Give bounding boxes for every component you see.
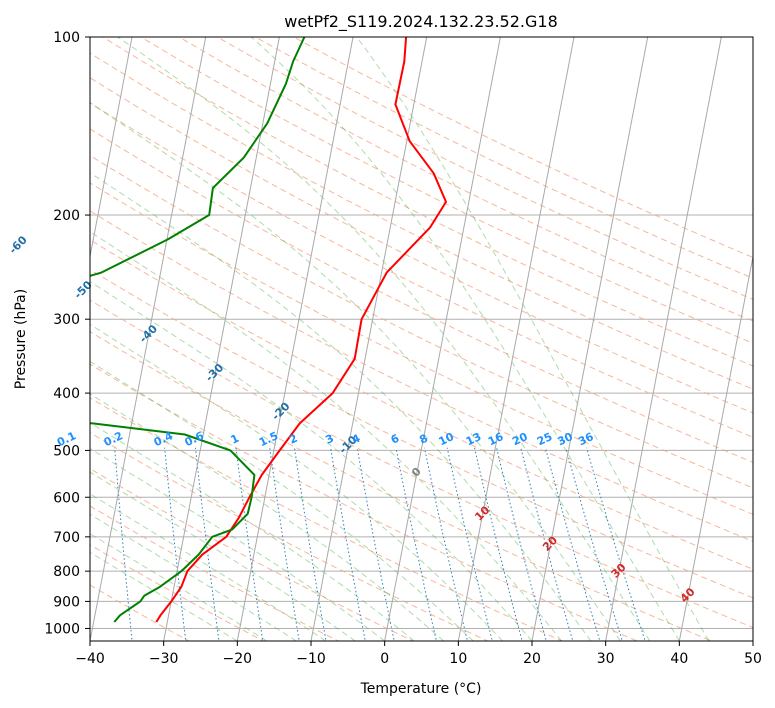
x-tick-label: −10 [296,651,326,667]
isotherm-line [236,37,354,641]
x-axis-title: Temperature (°C) [360,681,482,697]
dry-adiabat [90,432,489,641]
x-tick-label: −20 [223,651,253,667]
moist-adiabat-layer [90,37,710,641]
y-tick-label: 500 [53,443,80,459]
y-tick-label: 600 [53,490,80,506]
isotherm-line [678,253,753,641]
dry-adiabat [90,299,753,629]
plot-frame [89,36,754,642]
dry-adiabat [90,397,564,641]
x-axis: −40 −30 −20 −10 0 10 20 30 40 50 [75,641,762,667]
series-layer [90,37,447,623]
dry-adiabat [90,210,753,542]
isotherm-line [384,37,501,641]
mixing-ratio-line [395,447,437,641]
y-tick-label: 100 [53,30,80,46]
mixing-ratio-label: 20 [510,430,530,448]
mixing-ratio-line [294,447,327,641]
y-tick-label: 300 [53,312,80,328]
moist-adiabat [90,172,592,641]
moist-adiabat [90,551,238,641]
isotherm-line [90,37,133,260]
y-axis: 100 200 300 400 500 600 700 800 900 1000 [44,30,90,637]
mixing-ratio-line [114,447,133,641]
adiabat-layer [90,37,753,641]
moist-adiabat [90,102,621,641]
mixing-ratio-line [520,447,574,641]
x-tick-label: 20 [523,651,541,667]
dry-adiabat [90,102,753,438]
mixing-ratio-line [446,447,493,641]
x-tick-label: 0 [380,651,389,667]
plot-area [90,37,753,641]
y-axis-title: Pressure (hPa) [13,289,29,389]
dewpoint-profile-line [90,37,306,623]
mixing-ratio-label: 30 [555,430,575,448]
mixing-ratio-label: 16 [486,430,506,448]
dry-adiabat [90,363,639,641]
moist-adiabat [90,493,326,641]
moist-adiabat [90,447,385,641]
mixing-ratio-line [545,447,601,641]
dry-adiabat [90,239,753,570]
chart-title: wetPf2_S119.2024.132.23.52.G18 [284,12,558,32]
y-tick-label: 800 [53,564,80,580]
mixing-ratio-line [235,447,264,641]
temperature-profile-line [155,37,447,623]
dry-adiabat [90,52,753,390]
isotherm-line [163,37,280,641]
mixing-ratio-label: 36 [576,430,596,448]
dry-adiabat [90,268,753,599]
moist-adiabat [90,533,268,641]
moist-adiabat [356,37,710,641]
mixing-ratio-line [356,447,395,641]
isotherm-line [90,37,207,641]
mixing-ratio-layer [114,447,646,641]
x-tick-label: 50 [744,651,762,667]
mixing-ratio-line [164,447,187,641]
moist-adiabat [250,37,680,641]
x-tick-label: −40 [75,651,105,667]
mixing-ratio-line [330,447,366,641]
isotherm-line [605,37,722,641]
isotherm-line [531,37,649,641]
dry-adiabat [90,128,753,463]
moist-adiabat [90,323,503,641]
moist-adiabat [90,393,444,641]
mixing-ratio-line [586,447,646,641]
x-tick-label: 10 [449,651,467,667]
y-tick-label: 1000 [44,621,80,637]
y-tick-label: 700 [53,530,80,546]
y-tick-label: 200 [53,208,80,224]
dry-adiabat [90,182,753,515]
y-tick-label: 400 [53,386,80,402]
moist-adiabat [117,37,651,641]
mixing-ratio-label: 13 [464,430,483,448]
mixing-ratio-line [474,447,523,641]
mixing-ratio-line [269,447,300,641]
mixing-ratio-line [496,447,547,641]
x-tick-label: 30 [597,651,615,667]
mixing-ratio-label: 25 [535,430,554,448]
moist-adiabat [90,360,474,641]
mixing-ratio-label: 10 [437,430,457,448]
moist-adiabat [90,513,297,641]
dry-adiabat [90,505,340,641]
mixing-ratio-line [194,447,220,641]
x-tick-label: 40 [670,651,688,667]
mixing-ratio-line [565,447,623,641]
moist-adiabat [90,471,356,641]
y-tick-label: 900 [53,594,80,610]
dry-adiabat [90,468,415,641]
isotherm-line [457,37,575,641]
dry-adiabat [90,154,753,489]
moist-adiabat [90,231,562,641]
dry-adiabat [90,584,190,641]
x-tick-label: −30 [149,651,179,667]
